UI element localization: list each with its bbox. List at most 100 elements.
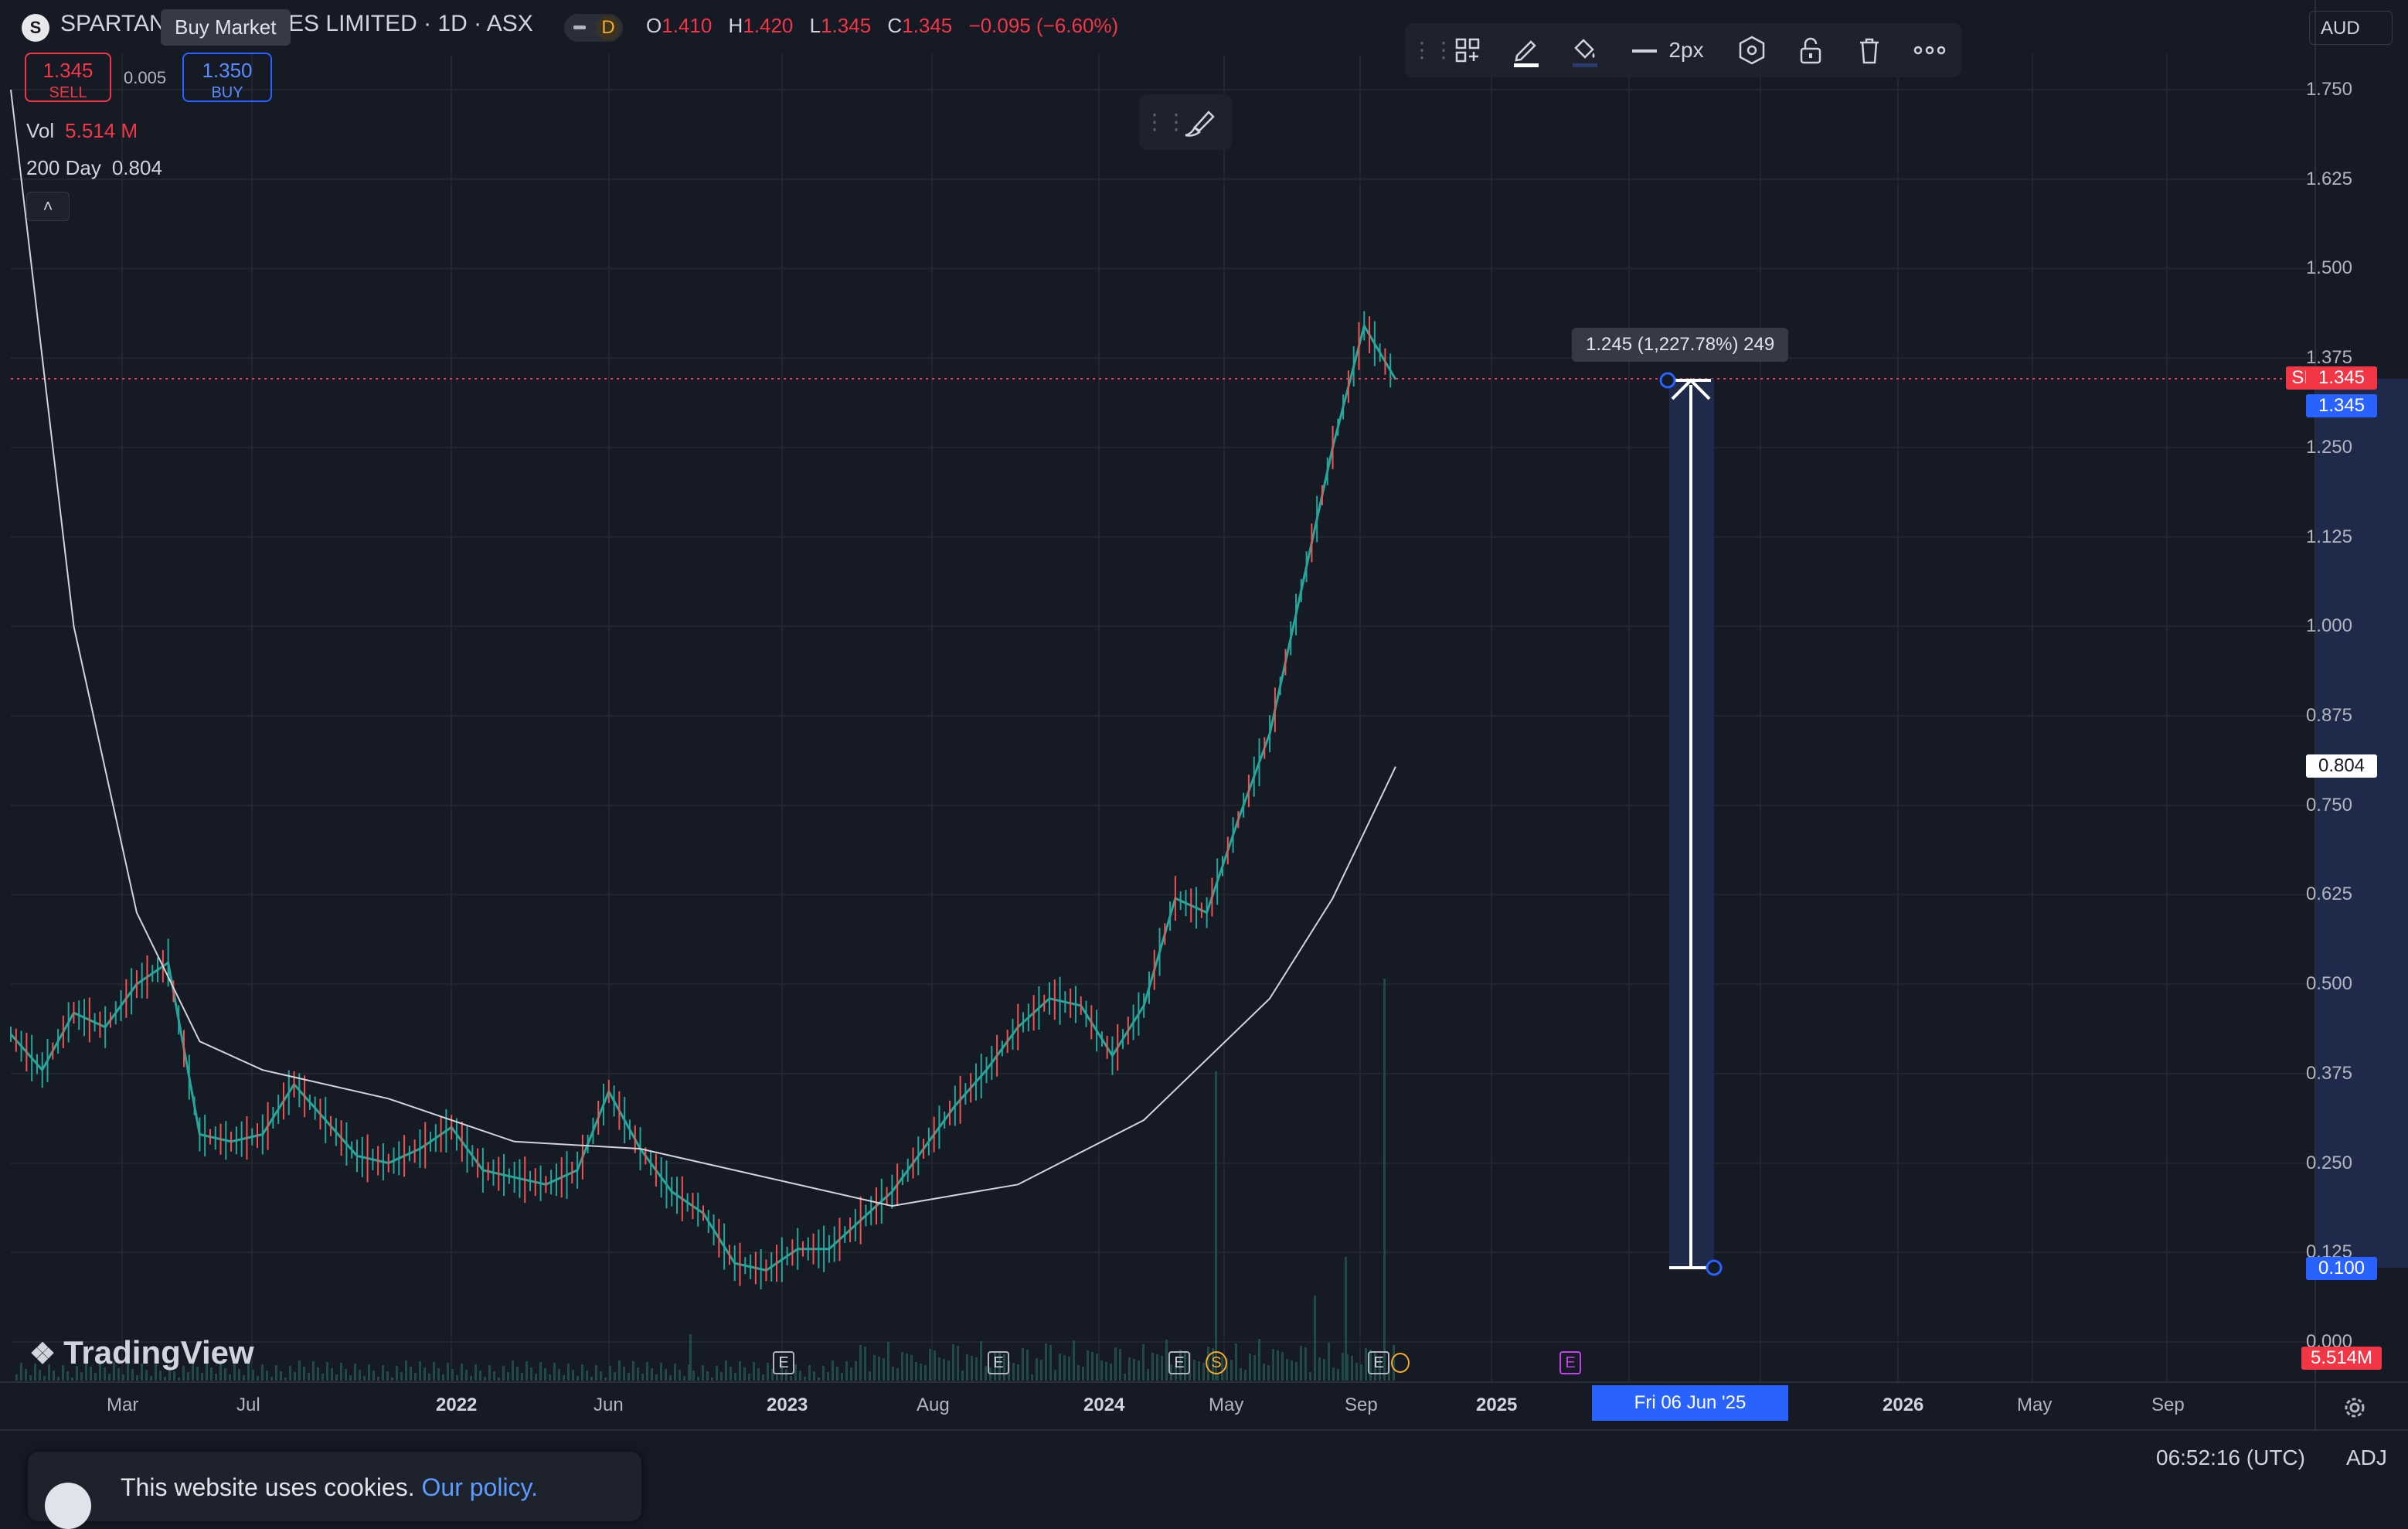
volume-bar [1230, 1360, 1233, 1381]
measure-handle-top[interactable] [1659, 372, 1676, 389]
volume-bar [1300, 1346, 1302, 1381]
measure-handle-bottom[interactable] [1706, 1259, 1723, 1276]
utc-clock[interactable]: 06:52:16 (UTC) [2156, 1446, 2305, 1469]
sell-button[interactable]: 1.345 SELL [25, 53, 111, 102]
volume-bar [1077, 1365, 1080, 1381]
tradingview-watermark[interactable]: ❖ TradingView [29, 1334, 254, 1371]
ma-price-tag: 0.804 [2306, 754, 2377, 778]
volume-bar [832, 1360, 834, 1381]
drag-handle-icon[interactable]: ⋮⋮ [1144, 110, 1187, 134]
volume-bar [1124, 1374, 1126, 1381]
split-event-marker[interactable]: S [1206, 1351, 1227, 1374]
volume-indicator[interactable]: Vol 5.514 M [26, 119, 138, 143]
volume-bar [326, 1362, 328, 1381]
volume-bar [368, 1364, 370, 1381]
volume-bar [1267, 1365, 1270, 1381]
ma-indicator[interactable]: 200 Day 0.804 [26, 156, 162, 180]
buy-button[interactable]: 1.350 BUY [182, 53, 272, 102]
volume-bar [980, 1341, 982, 1381]
volume-bar [1096, 1354, 1098, 1381]
volume-bar [1253, 1355, 1256, 1381]
lock-icon[interactable] [1791, 31, 1830, 70]
measure-date-tag: Fri 06 Jun '25 [1592, 1385, 1788, 1421]
volume-indicator-value: 5.514 M [65, 119, 138, 142]
volume-bar [173, 1371, 175, 1381]
volume-bar [131, 1369, 134, 1381]
volume-bar [34, 1364, 36, 1381]
line-width-value[interactable]: 2px [1668, 38, 1704, 62]
volume-bar [247, 1364, 250, 1381]
volume-bar [308, 1373, 310, 1381]
volume-bar [757, 1368, 760, 1381]
line-color-pencil-icon[interactable] [1507, 31, 1546, 70]
settings-hexagon-icon[interactable] [1733, 31, 1771, 70]
fill-color-bucket-icon[interactable] [1566, 31, 1604, 70]
earnings-event-marker[interactable]: E [773, 1351, 794, 1374]
earnings-event-marker[interactable]: E [1168, 1351, 1190, 1374]
time-axis-label: Sep [1345, 1394, 1378, 1415]
chart-settings-gear-icon[interactable] [2342, 1394, 2368, 1421]
price-axis-label: 0.250 [2305, 1152, 2352, 1173]
volume-bar [1045, 1343, 1047, 1381]
volume-bar [1355, 1363, 1358, 1381]
earnings-event-marker[interactable]: E [1368, 1351, 1389, 1374]
volume-bar [530, 1367, 532, 1381]
volume-bar [507, 1372, 509, 1381]
volume-bar [669, 1375, 672, 1381]
volume-bar [1147, 1369, 1149, 1381]
volume-bar [484, 1377, 486, 1381]
price-axis-label: 0.500 [2305, 973, 2352, 995]
volume-bar [340, 1363, 342, 1381]
volume-bar [743, 1367, 746, 1381]
volume-bar [479, 1371, 481, 1381]
earnings-event-marker[interactable]: E [988, 1351, 1009, 1374]
dividend-event-marker[interactable] [1391, 1353, 1410, 1373]
volume-bar [794, 1364, 797, 1381]
drag-handle-icon[interactable]: ⋮⋮ [1411, 38, 1454, 62]
collapse-legend-button[interactable]: ˄ [26, 192, 70, 221]
volume-bar [1017, 1364, 1019, 1381]
volume-bar [544, 1368, 546, 1381]
adj-toggle[interactable]: ADJ [2346, 1446, 2387, 1469]
symbol-title[interactable]: SPARTAN RESOURCES LIMITED · 1D · ASX [60, 11, 533, 36]
volume-bar [238, 1369, 240, 1381]
brush-icon[interactable] [1178, 103, 1221, 141]
spread-value: 0.005 [124, 68, 167, 87]
candles [10, 311, 1392, 1289]
upcoming-earnings-event-marker[interactable]: E [1559, 1351, 1581, 1374]
symbol-logo-icon[interactable]: S [22, 14, 49, 42]
volume-bar [957, 1346, 959, 1381]
currency-selector[interactable]: AUD [2309, 11, 2393, 45]
volume-indicator-label: Vol [26, 119, 55, 142]
volume-bar [354, 1364, 356, 1381]
volume-bar [15, 1374, 18, 1381]
currency-label: AUD [2321, 18, 2360, 39]
volume-bar [266, 1371, 268, 1381]
more-options-icon[interactable] [1910, 31, 1949, 70]
volume-bar [386, 1371, 389, 1381]
volume-bar [1100, 1360, 1103, 1381]
price-axis-label: 0.625 [2305, 884, 2352, 905]
cookie-message: This website uses cookies. [121, 1473, 415, 1501]
volume-bar [1040, 1360, 1042, 1381]
time-axis-label: May [2017, 1394, 2053, 1415]
volume-bar [317, 1367, 319, 1381]
minus-icon [573, 26, 586, 29]
cookie-icon [45, 1483, 91, 1529]
trash-icon[interactable] [1850, 31, 1889, 70]
cookie-policy-link[interactable]: Our policy. [421, 1473, 539, 1501]
volume-bar [90, 1367, 92, 1381]
volume-bar [1337, 1369, 1339, 1381]
volume-bar [730, 1367, 732, 1381]
volume-bar [971, 1356, 973, 1381]
volume-bar [711, 1377, 713, 1381]
ohlc-readout: O1.410 H1.420 L1.345 C1.345 −0.095 (−6.6… [646, 14, 1118, 38]
templates-icon[interactable] [1448, 31, 1487, 70]
volume-bar [363, 1376, 366, 1381]
volume-bar [372, 1371, 375, 1381]
volume-bar [641, 1374, 644, 1381]
interval-badge[interactable]: D [564, 14, 623, 42]
volume-bar [294, 1372, 296, 1381]
line-width-icon[interactable] [1629, 31, 1660, 70]
